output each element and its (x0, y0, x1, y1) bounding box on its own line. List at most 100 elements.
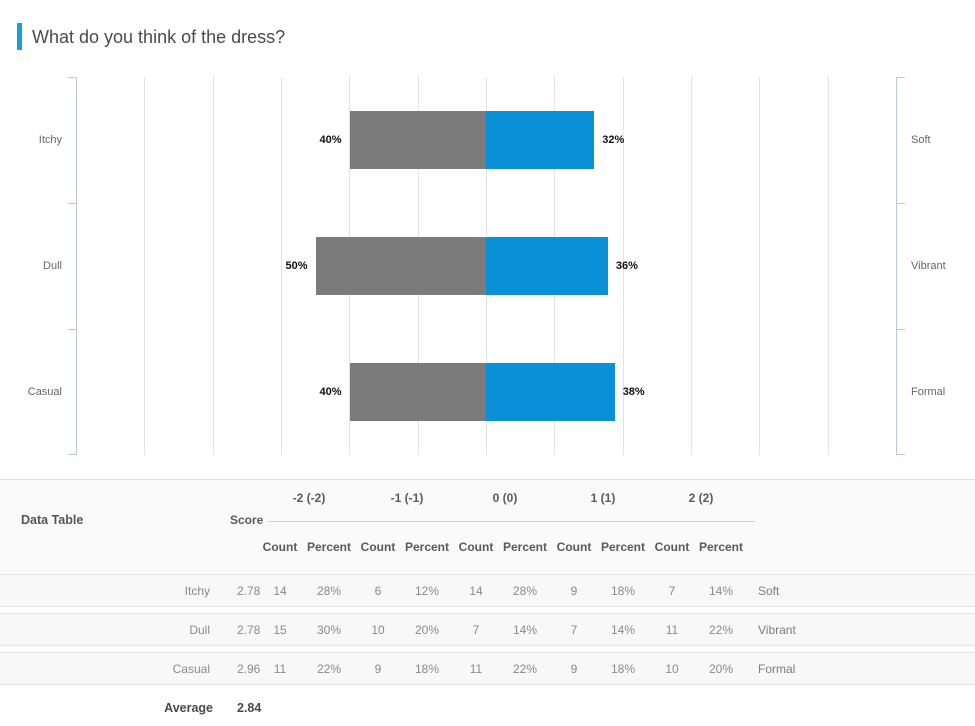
row-count: 9 (570, 661, 578, 676)
table-body: Itchy 2.78 14 28% 6 12% 14 28% 9 18% 7 14% Soft Dull 2… (0, 571, 975, 725)
positive-bar-value: 38% (622, 386, 645, 398)
negative-bar-value: 40% (319, 134, 342, 146)
subcolumn-header: Count (360, 540, 396, 554)
average-row: Average 2.84 (0, 691, 975, 725)
row-percent: 14% (512, 622, 538, 637)
row-right-label: Formal (758, 661, 796, 676)
subcolumn-header: Percent (600, 540, 646, 554)
row-percent: 28% (316, 583, 342, 598)
page-title: What do you think of the dress? (32, 27, 286, 47)
table-title: Data Table (21, 513, 84, 527)
gridline (144, 77, 146, 455)
category-label-left: Casual (27, 386, 62, 398)
gridline (691, 77, 692, 455)
row-count: 15 (273, 622, 287, 637)
negative-bar[interactable] (349, 363, 486, 421)
question-header: What do you think of the dress? (0, 0, 975, 70)
column-group-header: 0 (0) (492, 490, 518, 505)
table-subheader-row: Count Percent Count Percent Count Percent Coun… (0, 532, 975, 562)
subcolumn-header: Count (654, 540, 690, 554)
negative-bar-value: 50% (285, 260, 308, 272)
row-count: 11 (469, 661, 483, 676)
positive-bar[interactable] (485, 363, 615, 421)
gridline (622, 77, 624, 455)
subcolumn-header: Count (556, 540, 592, 554)
row-percent: 18% (610, 583, 636, 598)
row-label: Casual (172, 661, 210, 676)
row-percent: 12% (414, 583, 440, 598)
row-percent: 14% (708, 583, 734, 598)
gridline (212, 77, 214, 455)
table-group-header-row: -2 (-2) -1 (-1) 0 (0) 1 (1) 2 (2) (0, 484, 975, 511)
score-column-header: Score (230, 513, 264, 527)
column-group-header: 2 (2) (688, 490, 714, 505)
category-label-right: Formal (911, 386, 946, 398)
y-axis-left-tick (68, 203, 76, 204)
subcolumn-header: Percent (698, 540, 744, 554)
row-percent: 18% (610, 661, 636, 676)
row-count: 11 (665, 622, 679, 637)
subcolumn-header: Percent (404, 540, 450, 554)
header-divider-line (268, 521, 755, 522)
row-percent: 28% (512, 583, 538, 598)
y-axis-right-tick (897, 77, 905, 78)
table-row: Dull 2.78 15 30% 10 20% 7 14% 7 14% 11 22% Vibrant (0, 613, 975, 646)
row-count: 7 (570, 622, 578, 637)
positive-bar-value: 36% (615, 260, 638, 272)
row-count: 10 (665, 661, 679, 676)
table-title-row: Data Table Score (0, 511, 975, 532)
row-score: 2.78 (237, 622, 261, 637)
column-group-header: 1 (1) (590, 490, 616, 505)
subcolumn-header: Count (458, 540, 494, 554)
y-axis-right-tick (897, 203, 905, 204)
y-axis-right-tick (897, 329, 905, 330)
positive-bar[interactable] (485, 111, 595, 169)
subcolumn-header: Percent (306, 540, 352, 554)
row-right-label: Vibrant (758, 622, 796, 637)
positive-bar[interactable] (485, 237, 608, 295)
data-table: -2 (-2) -1 (-1) 0 (0) 1 (1) 2 (2) Data T… (0, 479, 975, 725)
category-label-left: Dull (43, 260, 62, 272)
row-right-label: Soft (758, 583, 780, 598)
row-percent: 22% (708, 622, 734, 637)
title-accent-bar (17, 23, 22, 50)
gridline (827, 77, 829, 455)
table-row: Itchy 2.78 14 28% 6 12% 14 28% 9 18% 7 14% Soft (0, 574, 975, 607)
row-percent: 18% (414, 661, 440, 676)
row-count: 7 (668, 583, 676, 598)
y-axis-right-tick (897, 454, 905, 455)
y-axis-right (896, 77, 897, 455)
row-count: 10 (371, 622, 385, 637)
gridline (281, 77, 282, 455)
diverging-bar-chart: Itchy Soft 40% 32% Dull Vibrant 50% 36% Casual Fo… (0, 77, 975, 455)
row-percent: 22% (512, 661, 538, 676)
row-percent: 14% (610, 622, 636, 637)
subcolumn-header: Count (262, 540, 298, 554)
row-count: 14 (469, 583, 483, 598)
negative-bar[interactable] (349, 111, 486, 169)
row-score: 2.78 (237, 583, 261, 598)
y-axis-left-tick (68, 77, 76, 78)
gridline (759, 77, 761, 455)
row-count: 14 (273, 583, 287, 598)
subcolumn-header: Percent (502, 540, 548, 554)
y-axis-left-tick (68, 329, 76, 330)
row-count: 9 (374, 661, 382, 676)
row-percent: 20% (414, 622, 440, 637)
row-count: 7 (472, 622, 480, 637)
column-group-header: -2 (-2) (292, 490, 326, 505)
row-score: 2.96 (237, 661, 261, 676)
table-row: Casual 2.96 11 22% 9 18% 11 22% 9 18% 10 20% Formal (0, 652, 975, 685)
row-count: 9 (570, 583, 578, 598)
category-label-right: Vibrant (911, 260, 946, 272)
average-label: Average (164, 701, 213, 715)
row-percent: 20% (708, 661, 734, 676)
row-percent: 22% (316, 661, 342, 676)
positive-bar-value: 32% (602, 134, 625, 146)
y-axis-left-tick (68, 454, 76, 455)
category-label-right: Soft (911, 134, 931, 146)
negative-bar[interactable] (315, 237, 486, 295)
row-count: 11 (273, 661, 287, 676)
category-label-left: Itchy (38, 134, 62, 146)
